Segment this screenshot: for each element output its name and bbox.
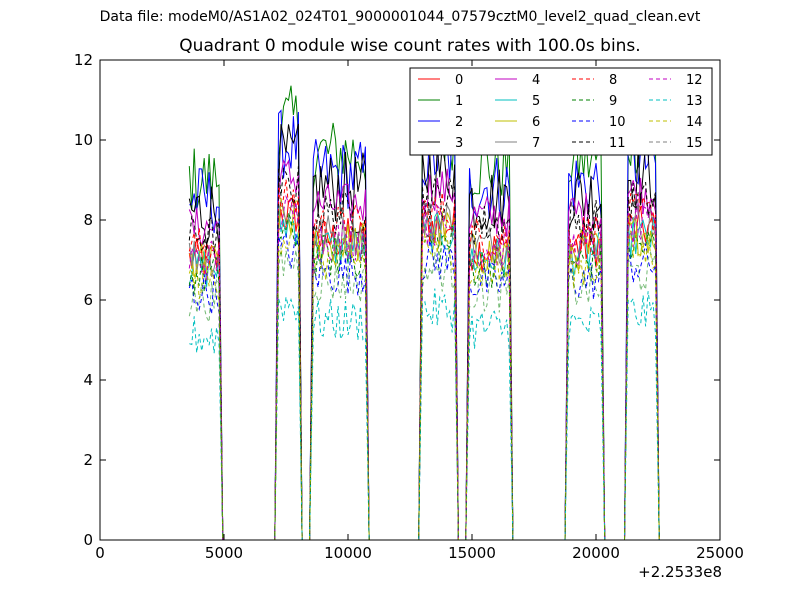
x-tick-label: 0: [95, 544, 105, 562]
y-tick-label: 2: [83, 451, 93, 469]
y-tick-label: 10: [74, 131, 93, 149]
series-layer: [188, 85, 660, 541]
y-tick-label: 0: [83, 531, 93, 549]
legend-label-15: 15: [686, 136, 703, 151]
series-line-9: [188, 212, 660, 541]
series-line-12: [188, 194, 660, 541]
x-tick-label: 20000: [572, 544, 620, 562]
y-tick-label: 8: [83, 211, 93, 229]
legend-label-5: 5: [532, 94, 540, 109]
series-line-8: [188, 179, 660, 541]
data-file-title: Data file: modeM0/AS1A02_024T01_90000010…: [99, 9, 701, 25]
series-line-15: [188, 247, 660, 541]
series-line-13: [189, 288, 660, 541]
legend-label-8: 8: [609, 73, 617, 88]
legend-label-14: 14: [686, 115, 703, 130]
y-tick-label: 12: [74, 51, 93, 69]
series-line-5: [188, 205, 660, 541]
legend-label-12: 12: [686, 73, 703, 88]
legend-label-13: 13: [686, 94, 703, 109]
series-line-6: [189, 197, 660, 541]
x-tick-label: 25000: [696, 544, 744, 562]
legend-label-6: 6: [532, 115, 540, 130]
chart-title: Quadrant 0 module wise count rates with …: [179, 36, 641, 56]
legend-label-1: 1: [455, 94, 463, 109]
y-tick-label: 6: [83, 291, 93, 309]
legend-label-9: 9: [609, 94, 617, 109]
series-line-10: [188, 232, 660, 541]
legend-label-10: 10: [609, 115, 626, 130]
x-offset-label: +2.2533e8: [638, 563, 722, 581]
legend-label-3: 3: [455, 136, 463, 151]
x-tick-label: 15000: [448, 544, 496, 562]
y-tick-label: 4: [83, 371, 93, 389]
legend-label-0: 0: [455, 73, 463, 88]
legend-label-11: 11: [609, 136, 626, 151]
x-tick-label: 10000: [324, 544, 372, 562]
legend-label-2: 2: [455, 115, 463, 130]
legend-box: [409, 67, 713, 156]
x-tick-label: 5000: [205, 544, 243, 562]
legend-label-4: 4: [532, 73, 540, 88]
legend-label-7: 7: [532, 136, 540, 151]
